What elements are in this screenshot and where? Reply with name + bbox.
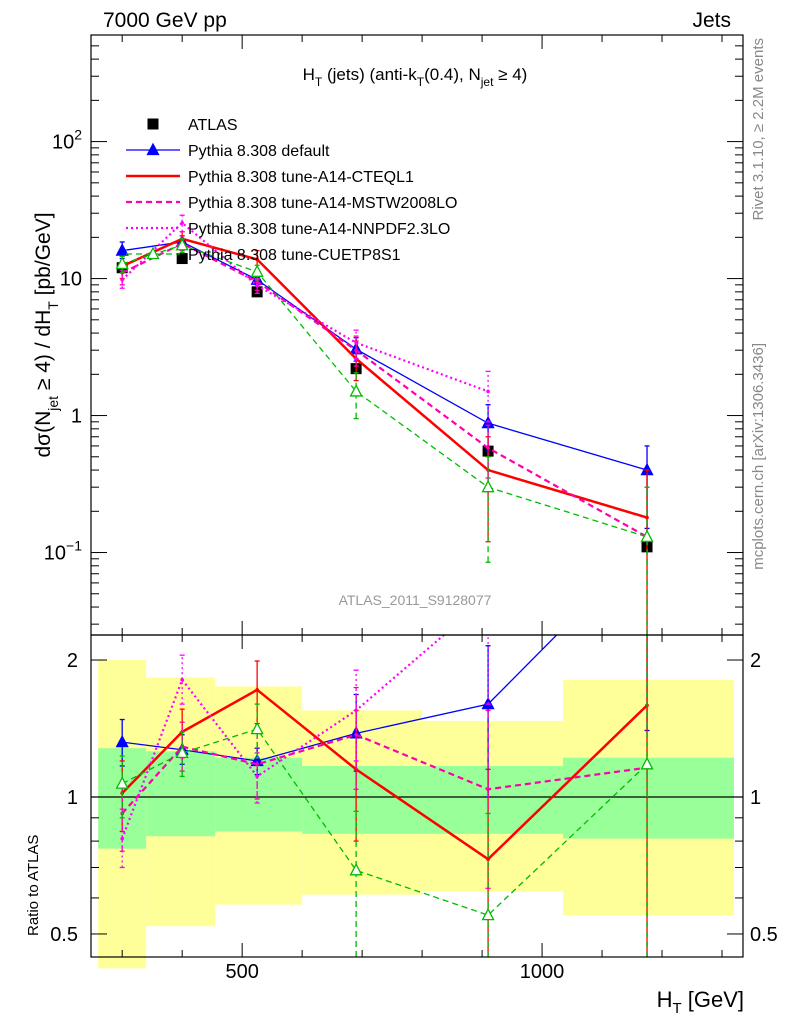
ratio-series-1-point-4	[486, 857, 490, 861]
main-series-4-point-1	[180, 221, 184, 225]
ratio-series-4-point-1	[175, 745, 189, 759]
main-y-tick-label: 10−1	[44, 538, 82, 565]
main-y-tick-label: 10	[60, 269, 82, 291]
legend-item-0: ATLAS	[147, 117, 238, 134]
ratio-y-tick-label-right: 1	[750, 787, 761, 809]
legend-label: Pythia 8.308 default	[188, 143, 330, 160]
analysis-id: ATLAS_2011_S9128077	[339, 592, 492, 608]
ratio-panel-frame	[90, 634, 744, 958]
legend-item-2: Pythia 8.308 tune-A14-CTEQL1	[126, 169, 414, 186]
ratio-series-3-point-1	[180, 677, 184, 682]
process-label: Jets	[692, 9, 731, 32]
main-series-5-point-1	[175, 237, 189, 251]
legend-swatch-marker	[146, 142, 160, 156]
main-series-2-point-5	[645, 515, 649, 520]
ratio-series-1-point-2	[255, 688, 259, 692]
axes-layer: 10−1 1 10 102 0.5 0.5 1 1 2 2 500 1000	[44, 34, 778, 983]
ratio-series-4-point-5	[640, 756, 654, 770]
legend-item-3: Pythia 8.308 tune-A14-MSTW2008LO	[126, 195, 457, 212]
ratio-series-4-line	[121, 728, 648, 916]
rivet-version-label: Rivet 3.1.10, ≥ 2.2M events	[750, 38, 767, 221]
main-series-5-point-3	[349, 384, 363, 397]
ratio-series-4-point-3	[349, 862, 363, 876]
main-series-5-point-4	[481, 479, 495, 493]
main-series-2-point-2	[255, 257, 259, 262]
main-series-4-point-0	[120, 277, 124, 282]
legend: ATLAS Pythia 8.308 default Pythia 8.308 tu…	[126, 117, 457, 264]
ratio-band-inner-2	[215, 757, 303, 832]
legend-item-5: Pythia 8.308 tune-CUETP8S1	[126, 246, 401, 264]
ratio-y-tick-label: 0.5	[50, 924, 78, 946]
main-series-1-line	[122, 241, 648, 471]
ratio-band-inner-3	[302, 765, 423, 834]
ratio-y-axis-label: Ratio to ATLAS	[25, 835, 42, 936]
ratio-band-inner-1	[146, 751, 216, 837]
legend-item-4: Pythia 8.308 tune-A14-NNPDF2.3LO	[126, 221, 450, 238]
ratio-y-tick-label: 2	[67, 650, 78, 672]
legend-label: Pythia 8.308 tune-A14-NNPDF2.3LO	[188, 221, 450, 238]
main-series-4-point-4	[486, 389, 490, 394]
chart-title: HT (jets) (anti-kT(0.4), Njet ≥ 4)	[303, 65, 528, 89]
ratio-series-3-point-2	[255, 774, 259, 779]
legend-swatch-marker	[147, 118, 159, 130]
ratio-series-layer	[115, 635, 654, 957]
ratio-band-inner-5	[563, 757, 735, 839]
main-series-3-point-3	[354, 348, 358, 352]
source-label: mcplots.cern.ch [arXiv:1306.3436]	[750, 343, 767, 570]
ratio-y-tick-label: 1	[67, 787, 78, 809]
ratio-y-tick-label-right: 0.5	[750, 924, 778, 946]
main-series-5-line	[121, 244, 648, 538]
legend-label: ATLAS	[188, 117, 238, 134]
main-series-1-point-0	[115, 243, 129, 256]
legend-item-1: Pythia 8.308 default	[126, 142, 330, 160]
main-series-4-point-2	[255, 283, 259, 288]
x-tick-label: 500	[225, 961, 258, 983]
ratio-y-tick-label-right: 2	[750, 650, 761, 672]
legend-label: Pythia 8.308 tune-A14-MSTW2008LO	[188, 195, 457, 212]
main-series-5-point-0	[115, 256, 129, 270]
ratio-series-3-point-0	[120, 836, 124, 841]
ratio-series-2-line	[121, 733, 648, 815]
legend-label: Pythia 8.308 tune-CUETP8S1	[188, 247, 401, 264]
main-series-layer	[115, 214, 654, 635]
main-series-0-point-1	[176, 253, 188, 265]
x-axis-label: HT [GeV]	[657, 987, 744, 1017]
ratio-series-2-point-4	[486, 787, 490, 792]
ratio-series-2-point-2	[255, 762, 259, 767]
main-y-tick-label: 102	[52, 127, 82, 154]
main-series-5-point-5	[640, 529, 654, 543]
ratio-series-0-line	[122, 635, 558, 762]
ratio-series-0-point-0	[115, 734, 129, 748]
beam-label: 7000 GeV pp	[103, 9, 227, 32]
main-series-3-point-4	[486, 446, 490, 450]
main-y-tick-label: 1	[71, 406, 82, 428]
main-y-axis-label: dσ(Njet ≥ 4) / dHT [pb/GeV]	[32, 212, 61, 457]
ratio-series-1-line	[121, 688, 648, 861]
ratio-series-4-point-2	[250, 721, 264, 735]
x-tick-label: 1000	[520, 961, 565, 983]
legend-swatch-marker	[146, 246, 160, 260]
ratio-series-4-point-0	[115, 776, 129, 789]
legend-label: Pythia 8.308 tune-A14-CTEQL1	[188, 169, 414, 186]
ratio-band-inner-4	[422, 765, 564, 834]
main-series-4-point-3	[354, 340, 358, 345]
ratio-series-4-point-4	[481, 907, 495, 921]
ratio-series-1-point-3	[354, 767, 358, 772]
main-series-5-point-2	[250, 264, 264, 277]
ratio-series-3-point-3	[354, 708, 358, 713]
main-series-2-line	[121, 237, 648, 519]
